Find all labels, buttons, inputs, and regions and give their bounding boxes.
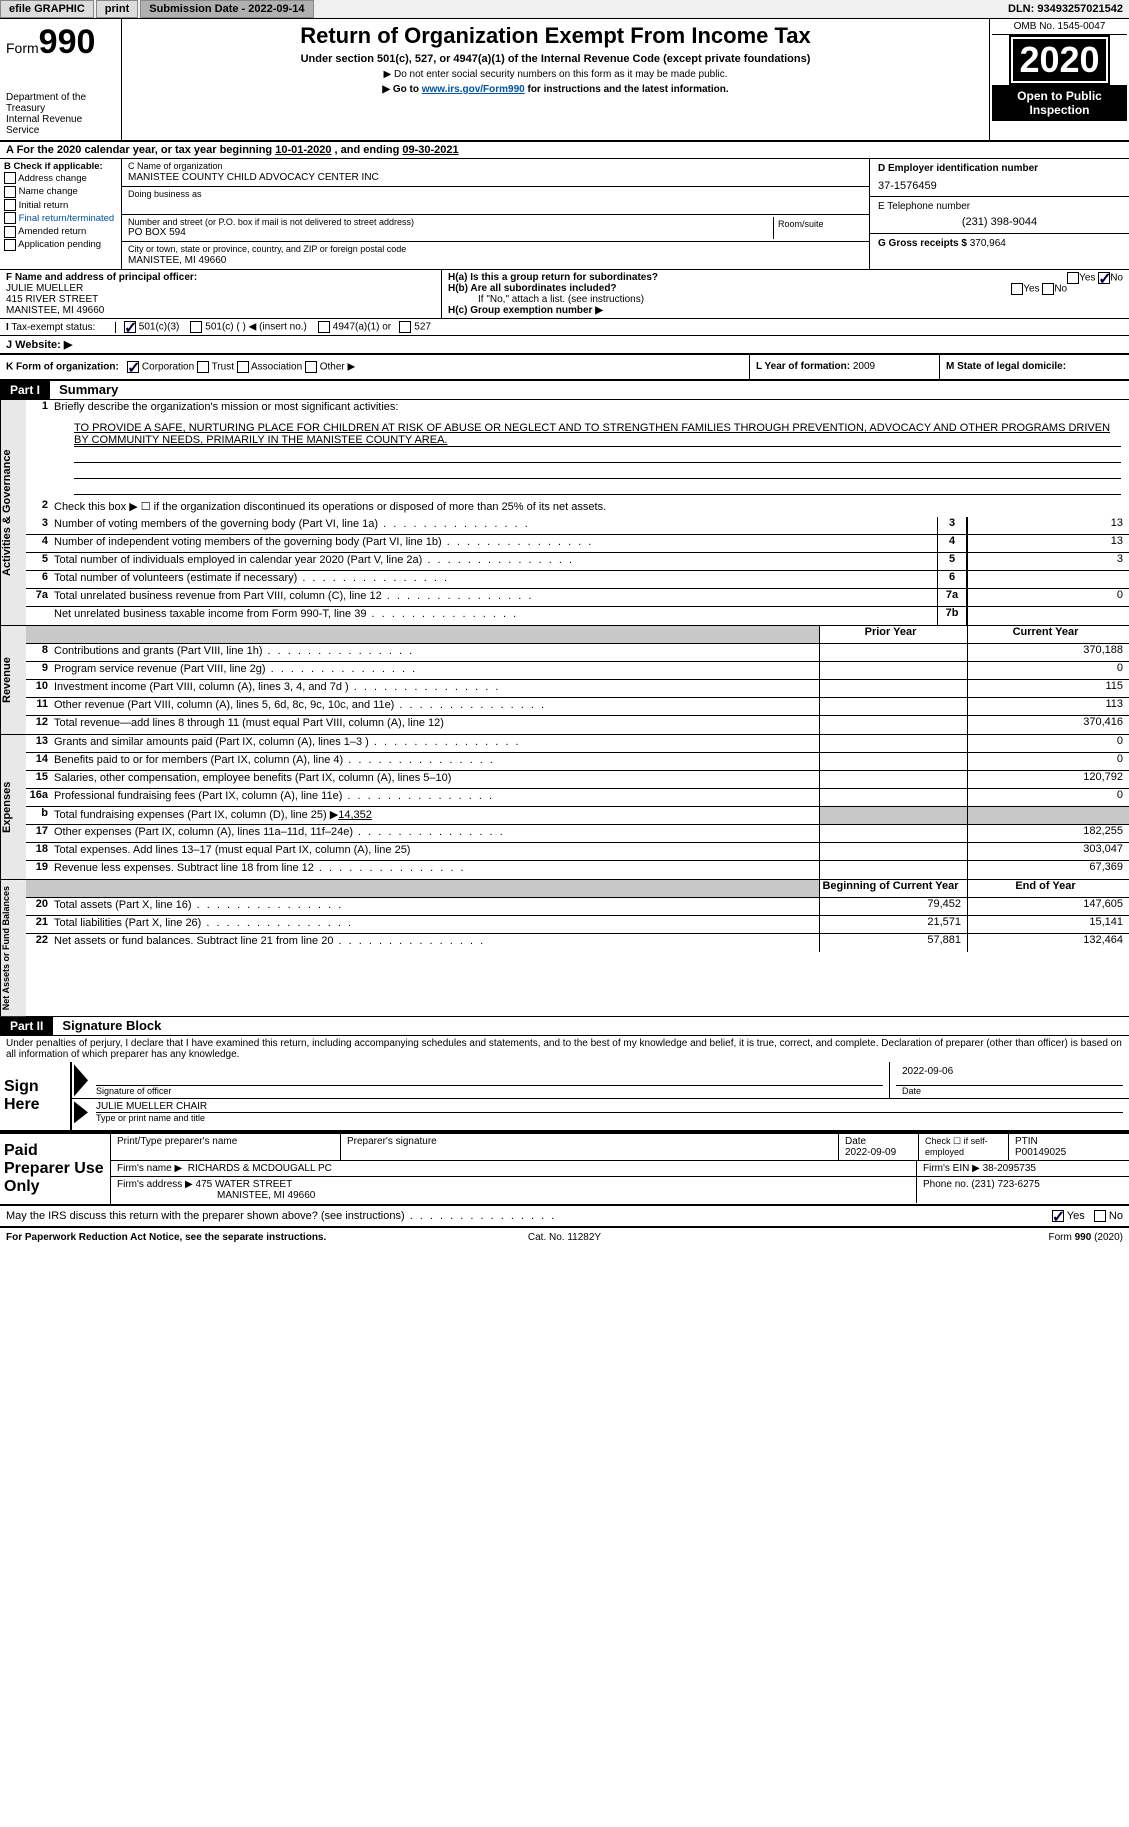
- may-discuss-row: May the IRS discuss this return with the…: [0, 1206, 1129, 1228]
- form-of-org: K Form of organization: Corporation Trus…: [0, 355, 749, 379]
- cb-527[interactable]: [399, 321, 411, 333]
- perjury-declaration: Under penalties of perjury, I declare th…: [0, 1036, 1129, 1062]
- cb-final[interactable]: Final return/terminated: [4, 212, 117, 225]
- form-header: Form990 Department of the Treasury Inter…: [0, 19, 1129, 142]
- netassets-section: Net Assets or Fund Balances Beginning of…: [0, 879, 1129, 1017]
- state-domicile: M State of legal domicile:: [939, 355, 1129, 379]
- cb-amended[interactable]: Amended return: [4, 225, 117, 238]
- irs-link[interactable]: www.irs.gov/Form990: [422, 84, 525, 95]
- group-return: H(a) Is this a group return for subordin…: [442, 270, 1129, 318]
- cb-4947[interactable]: [318, 321, 330, 333]
- form-title: Return of Organization Exempt From Incom…: [130, 23, 981, 49]
- print-button[interactable]: print: [96, 0, 138, 18]
- open-inspection: Open to Public Inspection: [992, 85, 1127, 121]
- tax-period: A For the 2020 calendar year, or tax yea…: [0, 142, 1129, 159]
- year-formation: L Year of formation: 2009: [749, 355, 939, 379]
- efile-badge: efile GRAPHIC: [0, 0, 94, 18]
- entity-block: B Check if applicable: Address change Na…: [0, 159, 1129, 270]
- vtab-governance: Activities & Governance: [0, 400, 26, 625]
- cb-501c3[interactable]: [124, 321, 136, 333]
- expenses-section: Expenses 13Grants and similar amounts pa…: [0, 734, 1129, 879]
- governance-section: Activities & Governance 1Briefly describ…: [0, 400, 1129, 625]
- tax-exempt-row: I Tax-exempt status: 501(c)(3) 501(c) ( …: [0, 319, 1129, 336]
- tax-year: 2020: [1011, 37, 1107, 83]
- omb-number: OMB No. 1545-0047: [992, 21, 1127, 35]
- preparer-label: Paid Preparer Use Only: [0, 1134, 110, 1204]
- principal-officer: F Name and address of principal officer:…: [0, 270, 442, 318]
- cb-name[interactable]: Name change: [4, 185, 117, 198]
- cb-other[interactable]: [305, 361, 317, 373]
- dln: DLN: 93493257021542: [1008, 3, 1129, 15]
- klm-row: K Form of organization: Corporation Trus…: [0, 355, 1129, 381]
- ein-box: D Employer identification number 37-1576…: [870, 159, 1129, 197]
- signature-block: Sign Here Signature of officer 2022-09-0…: [0, 1062, 1129, 1132]
- cb-application[interactable]: Application pending: [4, 238, 117, 251]
- form-note-2: ▶ Go to www.irs.gov/Form990 for instruct…: [130, 84, 981, 95]
- phone-box: E Telephone number (231) 398-9044: [870, 197, 1129, 234]
- cb-501c[interactable]: [190, 321, 202, 333]
- vtab-netassets: Net Assets or Fund Balances: [0, 880, 26, 1016]
- department: Department of the Treasury Internal Reve…: [6, 92, 115, 136]
- gross-receipts: G Gross receipts $ 370,964: [870, 234, 1129, 270]
- cb-trust[interactable]: [197, 361, 209, 373]
- submission-date: Submission Date - 2022-09-14: [140, 0, 313, 18]
- cb-address[interactable]: Address change: [4, 172, 117, 185]
- city-box: City or town, state or province, country…: [122, 242, 869, 269]
- preparer-block: Paid Preparer Use Only Print/Type prepar…: [0, 1132, 1129, 1206]
- topbar: efile GRAPHIC print Submission Date - 20…: [0, 0, 1129, 19]
- page-footer: For Paperwork Reduction Act Notice, see …: [0, 1228, 1129, 1247]
- vtab-expenses: Expenses: [0, 735, 26, 879]
- vtab-revenue: Revenue: [0, 626, 26, 734]
- cb-corp[interactable]: [127, 361, 139, 373]
- dba-box: Doing business as: [122, 187, 869, 215]
- cb-assoc[interactable]: [237, 361, 249, 373]
- revenue-section: Revenue Prior YearCurrent Year 8Contribu…: [0, 625, 1129, 734]
- arrow-icon: [74, 1064, 88, 1096]
- arrow-icon: [74, 1101, 88, 1123]
- mission-text: TO PROVIDE A SAFE, NURTURING PLACE FOR C…: [26, 418, 1129, 499]
- website-row: J Website: ▶: [0, 336, 1129, 355]
- street-box: Number and street (or P.O. box if mail i…: [122, 215, 869, 243]
- sign-here-label: Sign Here: [0, 1062, 70, 1130]
- form-note-1: ▶ Do not enter social security numbers o…: [130, 69, 981, 80]
- checkbox-column: B Check if applicable: Address change Na…: [0, 159, 122, 269]
- form-subtitle: Under section 501(c), 527, or 4947(a)(1)…: [130, 53, 981, 65]
- part2-header: Part II Signature Block: [0, 1017, 1129, 1036]
- part1-header: Part I Summary: [0, 381, 1129, 400]
- org-name-box: C Name of organization MANISTEE COUNTY C…: [122, 159, 869, 187]
- cb-initial[interactable]: Initial return: [4, 199, 117, 212]
- officer-group-block: F Name and address of principal officer:…: [0, 270, 1129, 319]
- form-number: Form990: [6, 23, 115, 62]
